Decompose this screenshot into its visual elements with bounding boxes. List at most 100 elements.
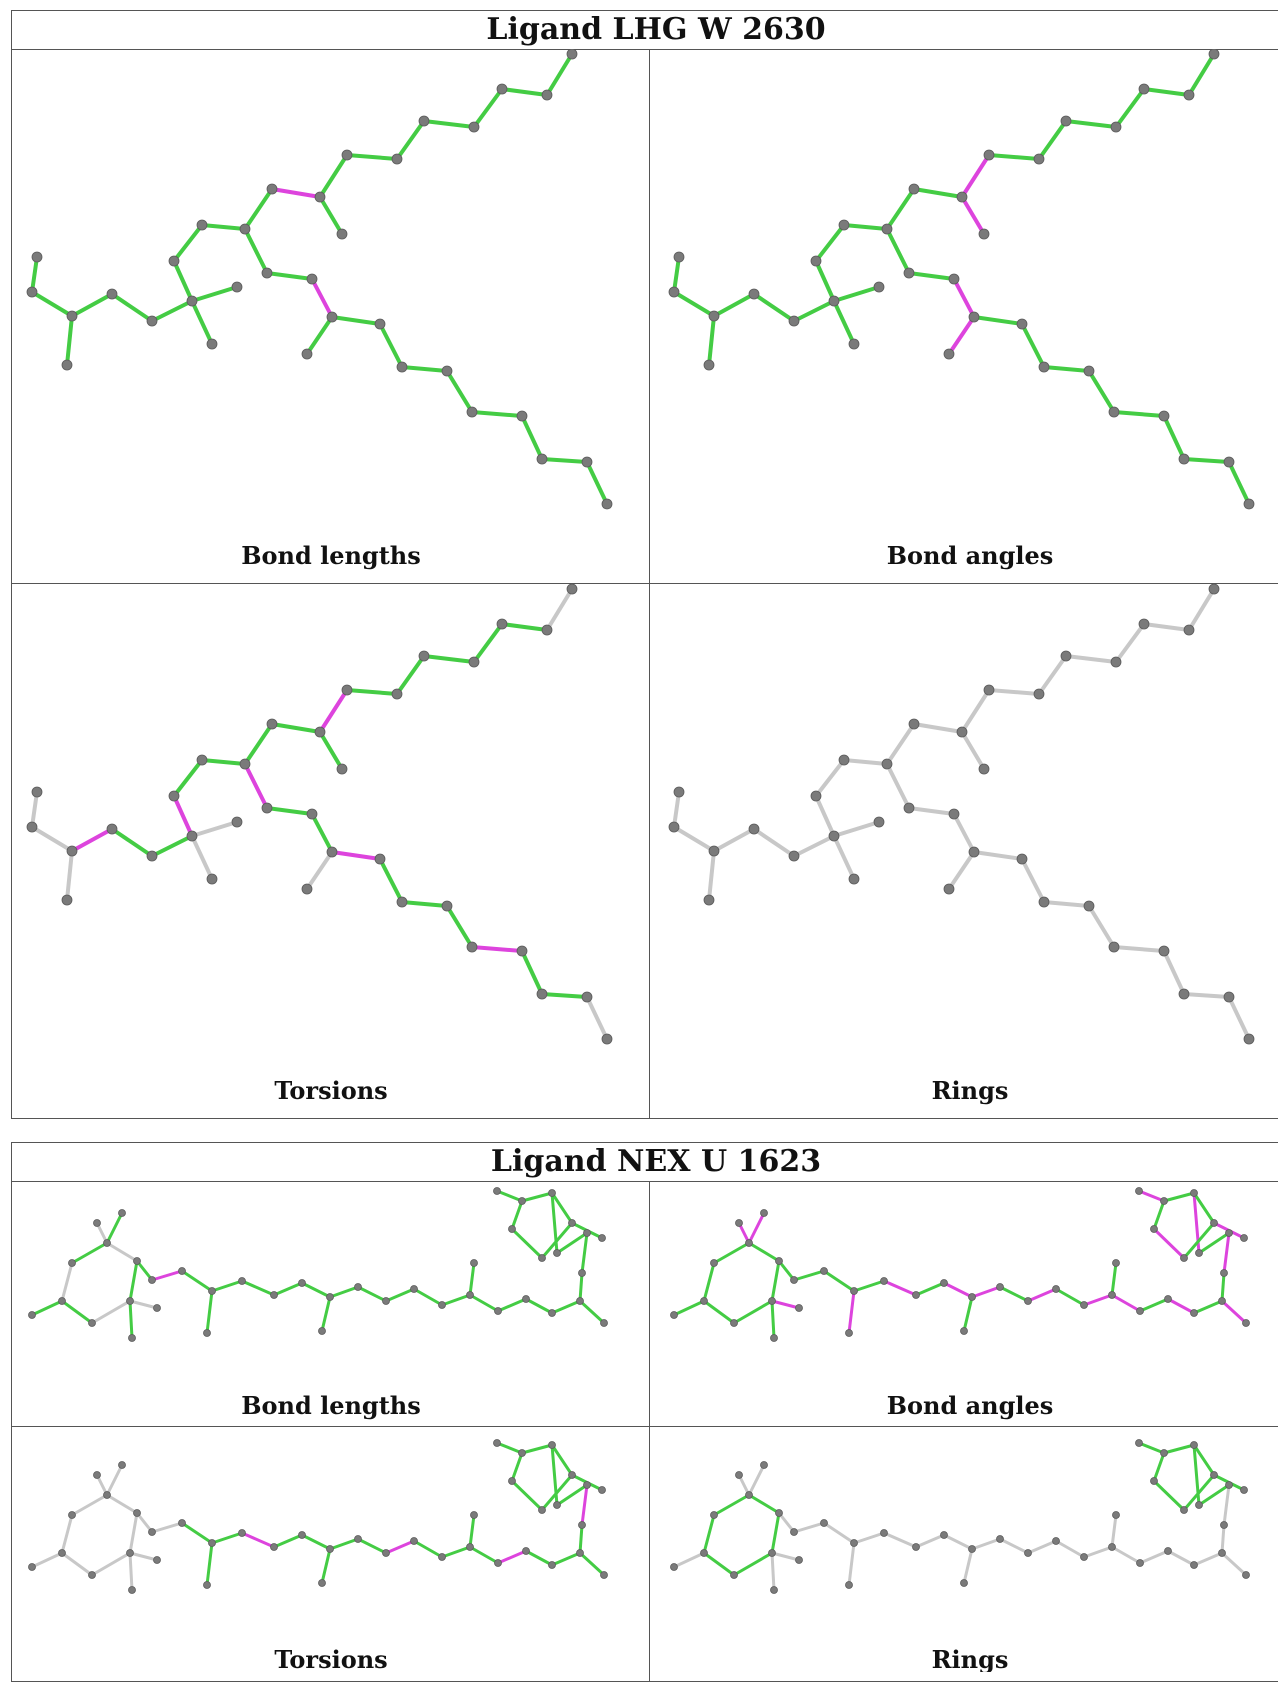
atom — [148, 1276, 156, 1284]
atom — [1052, 1537, 1060, 1545]
bond — [520, 949, 544, 996]
atom — [1108, 941, 1120, 953]
bond — [972, 850, 1024, 861]
atom — [770, 1334, 778, 1342]
bond — [243, 722, 274, 766]
bond — [200, 223, 247, 231]
bond — [240, 1531, 276, 1549]
atom — [516, 410, 528, 422]
atom — [996, 1283, 1004, 1291]
bond — [128, 1551, 159, 1562]
bond — [702, 1551, 736, 1577]
bond — [270, 187, 322, 199]
bond — [265, 806, 314, 816]
bond — [1192, 1299, 1224, 1315]
bond — [520, 1443, 554, 1455]
atom — [1135, 1187, 1143, 1195]
bond — [190, 820, 239, 838]
atom — [541, 89, 553, 101]
atom — [410, 1537, 418, 1545]
bond — [472, 87, 504, 129]
bond — [395, 654, 426, 696]
bond — [510, 1451, 524, 1483]
atom — [206, 338, 218, 350]
atom — [790, 1528, 798, 1536]
bond — [180, 1269, 214, 1293]
atom — [326, 846, 338, 858]
bond — [672, 790, 681, 829]
atom — [908, 718, 920, 730]
caption-rings-2: Rings — [931, 1645, 1009, 1672]
molecule-bond-angles-1 — [668, 49, 1255, 510]
atom — [1016, 318, 1028, 330]
atom — [61, 359, 73, 371]
atom — [318, 1579, 326, 1587]
bond — [970, 1537, 1002, 1551]
bond — [30, 1551, 64, 1569]
bond — [318, 195, 344, 236]
atom — [128, 1586, 136, 1594]
atom — [1112, 1259, 1120, 1267]
bond — [318, 688, 349, 734]
panel-torsions-1: Torsions — [12, 584, 650, 1118]
bond — [907, 271, 956, 281]
atom — [745, 1239, 753, 1247]
bond — [1138, 1297, 1170, 1313]
atom — [1024, 1549, 1032, 1557]
bond — [105, 1463, 124, 1497]
caption-bond-angles-2: Bond angles — [886, 1391, 1054, 1420]
bond — [792, 1269, 826, 1282]
atom — [470, 1259, 478, 1267]
atom — [314, 726, 326, 738]
atom — [203, 1581, 211, 1589]
atom — [118, 1209, 126, 1217]
bond — [545, 587, 574, 632]
bond — [702, 1261, 716, 1303]
atom — [168, 790, 180, 802]
bond — [885, 762, 911, 810]
bond — [987, 688, 1041, 696]
atom — [968, 846, 980, 858]
bond — [510, 1227, 544, 1260]
bond — [1114, 87, 1146, 129]
bond — [30, 255, 39, 294]
bond — [272, 1533, 304, 1549]
caption-bond-lengths-1: Bond lengths — [241, 541, 421, 570]
bond — [672, 255, 681, 294]
bond — [172, 758, 204, 798]
atom — [106, 823, 118, 835]
atom — [418, 115, 430, 127]
bond — [190, 834, 214, 881]
bond — [496, 1297, 528, 1313]
atom — [93, 1471, 101, 1479]
bond — [770, 1551, 801, 1562]
atom — [881, 223, 893, 235]
atom — [1112, 1511, 1120, 1519]
bond — [150, 1521, 184, 1534]
bond — [947, 315, 976, 356]
bond — [400, 900, 449, 908]
atom — [908, 183, 920, 195]
bond — [952, 812, 976, 854]
bond — [1182, 1221, 1216, 1260]
bond — [747, 1493, 781, 1515]
bond — [495, 1189, 524, 1203]
atom — [314, 191, 326, 203]
bond — [1227, 460, 1251, 506]
atom — [28, 1563, 36, 1571]
atom — [203, 1329, 211, 1337]
bond — [814, 794, 836, 838]
atom — [1225, 1229, 1233, 1237]
bond — [30, 290, 74, 318]
atom — [820, 1267, 828, 1275]
ligand-title-1: Ligand LHG W 2630 — [12, 11, 1278, 50]
atom — [1083, 900, 1095, 912]
atom — [186, 830, 198, 842]
atom — [470, 1511, 478, 1519]
bond — [345, 688, 399, 696]
atom — [810, 255, 822, 267]
atom — [266, 183, 278, 195]
atom — [31, 251, 43, 263]
bond — [672, 1551, 706, 1569]
bond — [814, 758, 846, 798]
